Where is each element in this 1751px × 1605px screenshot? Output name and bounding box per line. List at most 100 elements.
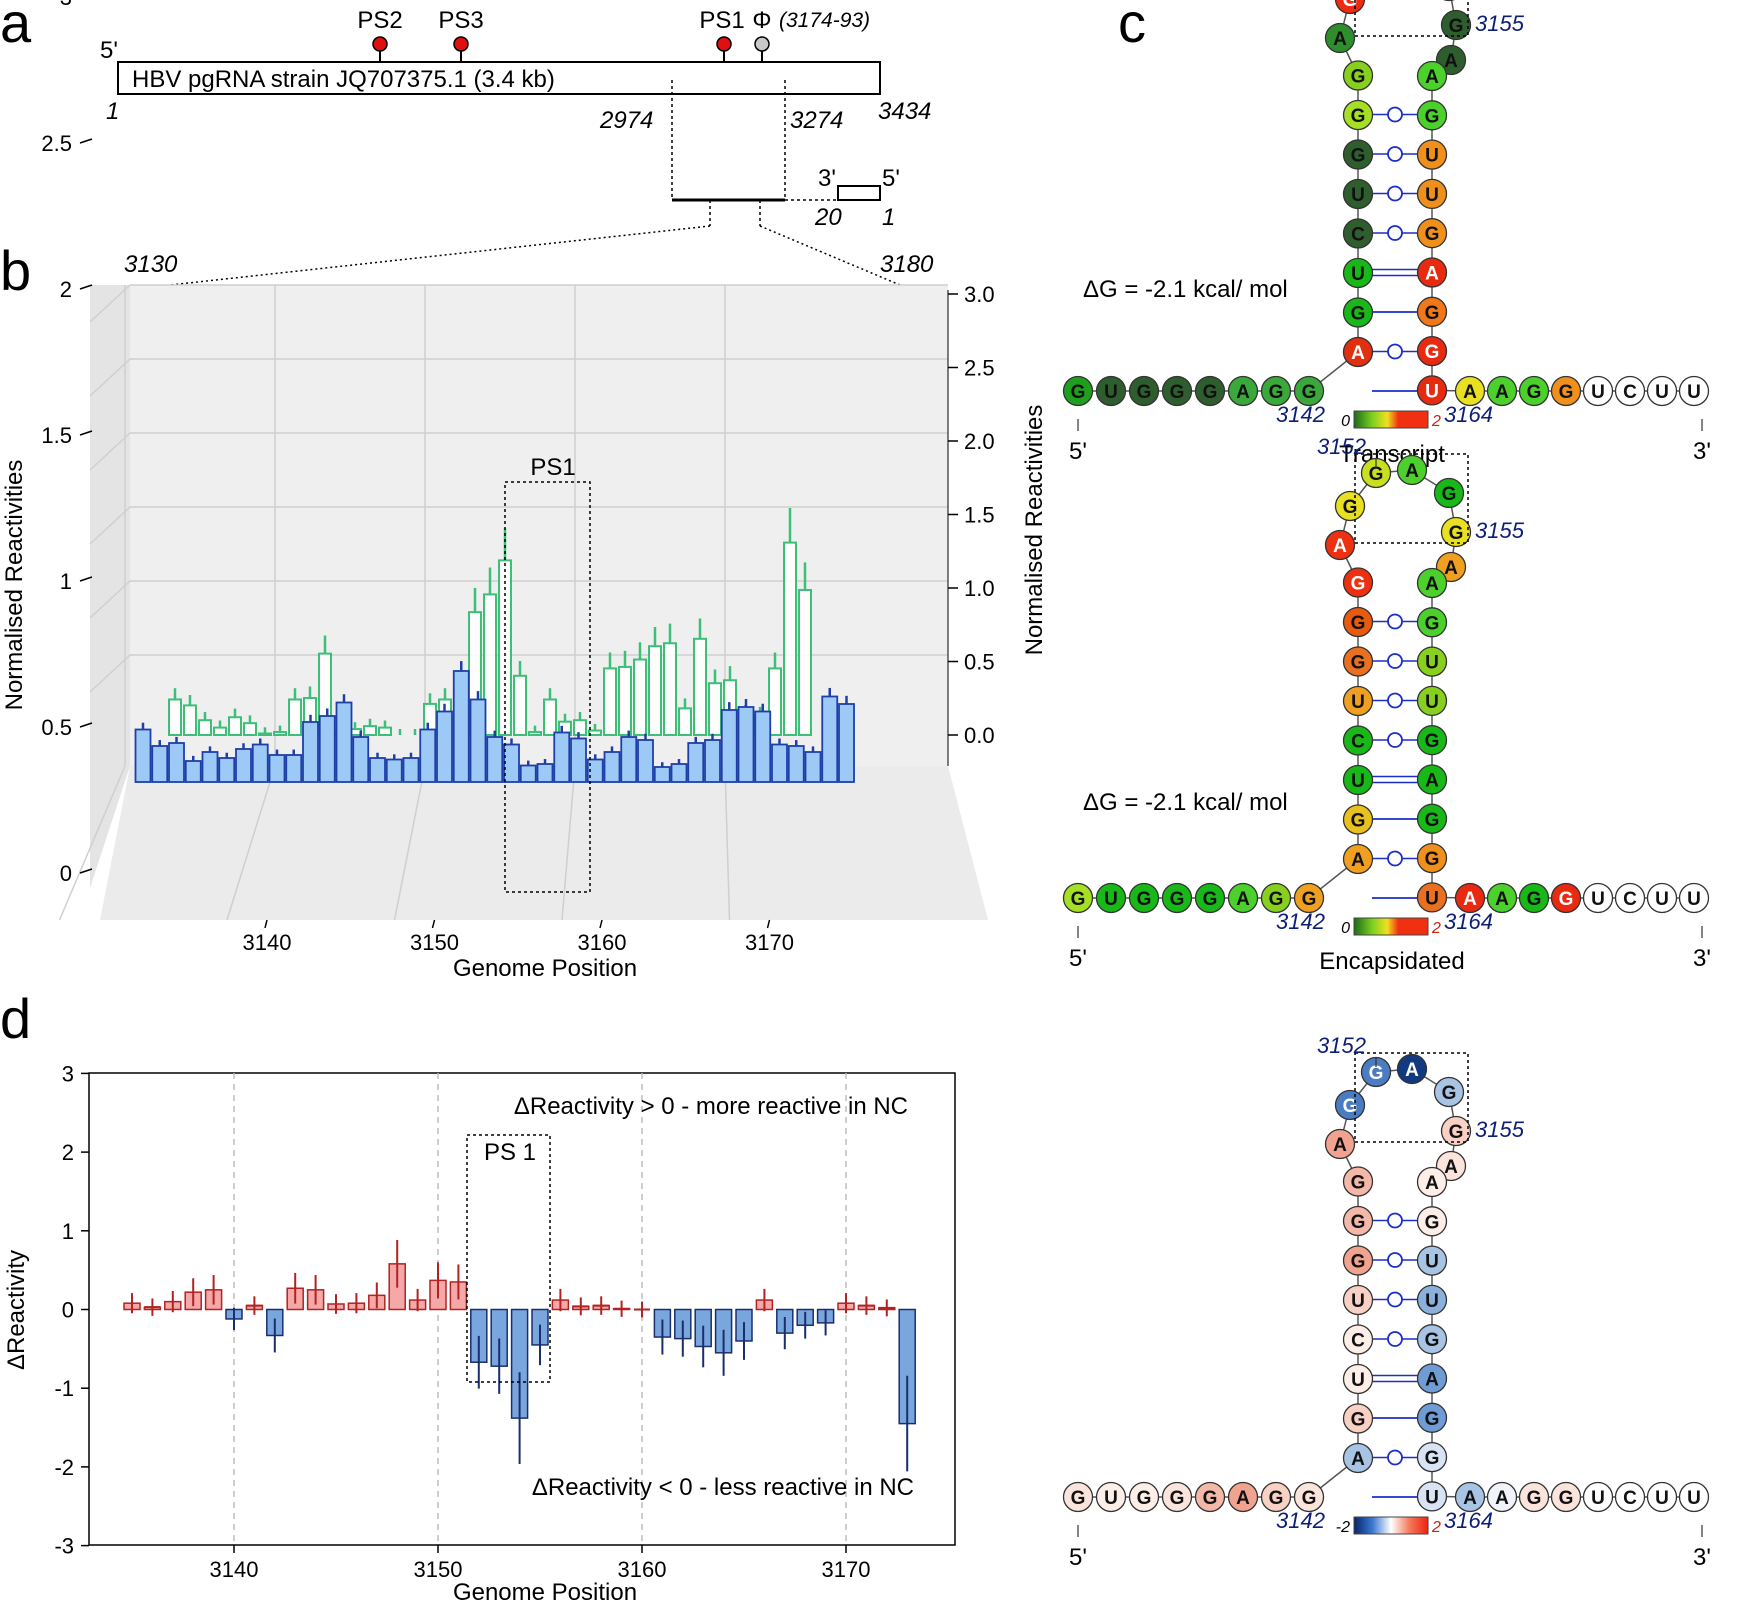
loop-highlight-box <box>1354 1052 1469 1143</box>
nucleotide <box>1227 882 1259 914</box>
nucleotide <box>1342 218 1374 249</box>
nucleotide-letter: G <box>1343 0 1358 11</box>
nucleotide <box>1293 882 1325 914</box>
encapsidated-bar <box>503 743 520 783</box>
x-tick-label: 3150 <box>410 930 459 955</box>
encapsidated-bar <box>201 751 219 783</box>
nucleotide <box>1342 1284 1374 1316</box>
nucleotide-letter: C <box>1351 732 1365 753</box>
nucleotide-letter: G <box>1425 849 1440 870</box>
marker-label-ps1: PS1 <box>699 7 744 34</box>
encapsidated-bar <box>754 710 772 783</box>
transcript-bar <box>168 698 182 736</box>
left-tick-label: 0.5 <box>41 715 72 740</box>
nucleotide-letter: G <box>1269 1488 1284 1509</box>
nucleotide-letter: G <box>1137 382 1152 403</box>
nucleotide-letter: G <box>1425 1212 1440 1233</box>
nucleotide <box>1416 335 1448 367</box>
nucleotide <box>1416 1441 1448 1473</box>
encapsidated-bar <box>302 721 319 783</box>
nucleotide-letter: G <box>1425 810 1440 831</box>
d-x-axis-label: Genome Position <box>453 1579 637 1605</box>
nucleotide <box>1416 607 1448 638</box>
encapsidated-bar <box>469 698 487 783</box>
nucleotide-letter: C <box>1351 225 1365 246</box>
marker-dot <box>754 36 770 52</box>
nucleotide <box>1678 882 1710 914</box>
pos-label-3164: 3164 <box>1444 402 1493 427</box>
nucleotide-letter: U <box>1351 692 1365 713</box>
marker-dot <box>453 36 469 52</box>
right-tick-label: 0.5 <box>964 650 995 675</box>
scale-min: 0 <box>1341 413 1350 430</box>
region-end: 3274 <box>790 107 843 134</box>
nucleotide <box>1324 22 1356 54</box>
encapsidated-bar <box>771 743 788 783</box>
nucleotide <box>1342 336 1374 368</box>
five-prime-label: 5' <box>1069 945 1087 972</box>
d-x-tick-label: 3160 <box>618 1557 667 1582</box>
nucleotide <box>1194 882 1226 914</box>
right-tick-label: 2.0 <box>964 429 995 454</box>
nucleotide <box>1324 1128 1356 1160</box>
pos-label-3152: 3152 <box>1317 434 1366 459</box>
nucleotide-letter: G <box>1559 889 1574 910</box>
nucleotide-letter: A <box>1405 461 1419 482</box>
nucleotide-letter: U <box>1687 382 1701 403</box>
nucleotide-letter: G <box>1527 889 1542 910</box>
d-y-tick-label: -1 <box>54 1376 74 1401</box>
nucleotide <box>1342 1442 1374 1474</box>
nucleotide <box>1342 606 1374 638</box>
side-wall <box>90 285 130 888</box>
nucleotide-letter: G <box>1425 613 1440 634</box>
nucleotide <box>1416 725 1448 756</box>
nucleotide <box>1416 375 1448 406</box>
encapsidated-bar <box>352 736 370 783</box>
nucleotide-letter: A <box>1351 850 1365 871</box>
d-y-tick-label: -3 <box>54 1534 74 1559</box>
transcript-bar <box>603 667 617 737</box>
nucleotide-letter: U <box>1425 1487 1439 1508</box>
nucleotide <box>1416 1363 1448 1394</box>
nucleotide-letter: A <box>1236 382 1250 403</box>
nucleotide-letter: A <box>1425 574 1439 595</box>
nucleotide <box>1293 1481 1325 1513</box>
annotation-less-reactive: ΔReactivity < 0 - less reactive in NC <box>532 1474 914 1501</box>
panel-letter-d: d <box>0 987 31 1050</box>
nucleotide-letter: U <box>1591 1488 1605 1509</box>
marker-phi: Φ (3174-93) <box>752 7 870 62</box>
colour-scale-bar <box>1353 1516 1429 1535</box>
nucleotide-letter: G <box>1527 1488 1542 1509</box>
three-prime-label: 3' <box>1693 438 1711 465</box>
loop-highlight-box <box>1354 453 1469 544</box>
nucleotide-letter: A <box>1495 382 1509 403</box>
nucleotide <box>1440 1115 1472 1147</box>
nucleotide-letter: G <box>1351 146 1366 167</box>
inset-right: 1 <box>882 204 895 231</box>
genome-end: 3434 <box>878 98 931 125</box>
nucleotide <box>1396 1053 1428 1085</box>
nucleotide <box>1416 1284 1448 1316</box>
nucleotide-letter: A <box>1351 1449 1365 1470</box>
nucleotide-letter: U <box>1351 185 1365 206</box>
ps1-label-d: PS 1 <box>484 1139 536 1166</box>
nucleotide-letter: A <box>1425 67 1439 88</box>
nucleotide-letter: A <box>1333 1135 1347 1156</box>
pos-label-3142: 3142 <box>1276 909 1325 934</box>
nucleotide-letter: U <box>1425 1252 1439 1273</box>
transcript-bar <box>363 725 377 736</box>
nucleotide <box>1227 1481 1259 1513</box>
three-prime-label: 3' <box>1693 1544 1711 1571</box>
nucleotide-letter: G <box>1425 731 1440 752</box>
nucleotide-letter: G <box>1071 1488 1086 1509</box>
structure-name: Encapsidated <box>1319 948 1464 975</box>
nucleotide-letter: G <box>1351 613 1366 634</box>
nucleotide <box>1678 1481 1710 1513</box>
nucleotide-letter: U <box>1425 381 1439 402</box>
encapsidated-bar <box>184 760 202 783</box>
nucleotide <box>1582 1481 1614 1513</box>
three-prime-label: 3' <box>1693 945 1711 972</box>
transcript-bar <box>783 541 797 736</box>
d-x-tick-label: 3150 <box>414 1557 463 1582</box>
